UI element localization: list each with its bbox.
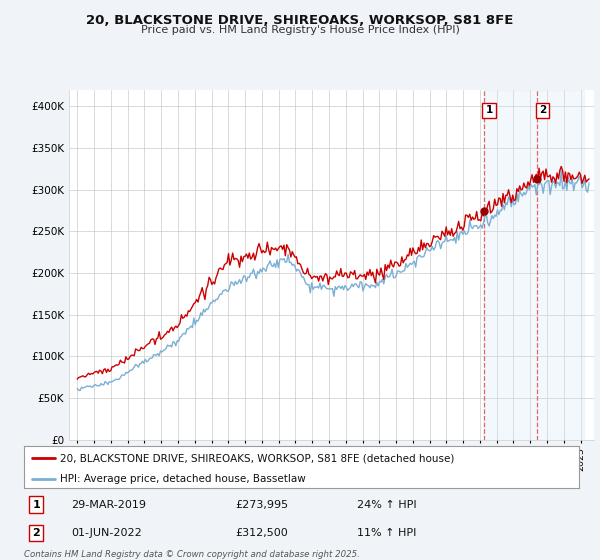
Text: £312,500: £312,500 xyxy=(235,528,287,538)
Text: 11% ↑ HPI: 11% ↑ HPI xyxy=(357,528,416,538)
Text: 1: 1 xyxy=(485,105,493,115)
Text: 01-JUN-2022: 01-JUN-2022 xyxy=(71,528,142,538)
Text: 20, BLACKSTONE DRIVE, SHIREOAKS, WORKSOP, S81 8FE (detached house): 20, BLACKSTONE DRIVE, SHIREOAKS, WORKSOP… xyxy=(60,453,454,463)
Text: 29-MAR-2019: 29-MAR-2019 xyxy=(71,500,146,510)
Text: 20, BLACKSTONE DRIVE, SHIREOAKS, WORKSOP, S81 8FE: 20, BLACKSTONE DRIVE, SHIREOAKS, WORKSOP… xyxy=(86,14,514,27)
Text: 1: 1 xyxy=(32,500,40,510)
Text: HPI: Average price, detached house, Bassetlaw: HPI: Average price, detached house, Bass… xyxy=(60,474,306,484)
Text: 2: 2 xyxy=(32,528,40,538)
Text: 24% ↑ HPI: 24% ↑ HPI xyxy=(357,500,416,510)
Bar xyxy=(484,90,584,440)
Text: 2: 2 xyxy=(539,105,546,115)
Text: Price paid vs. HM Land Registry's House Price Index (HPI): Price paid vs. HM Land Registry's House … xyxy=(140,25,460,35)
Text: Contains HM Land Registry data © Crown copyright and database right 2025.
This d: Contains HM Land Registry data © Crown c… xyxy=(24,550,360,560)
Text: £273,995: £273,995 xyxy=(235,500,288,510)
